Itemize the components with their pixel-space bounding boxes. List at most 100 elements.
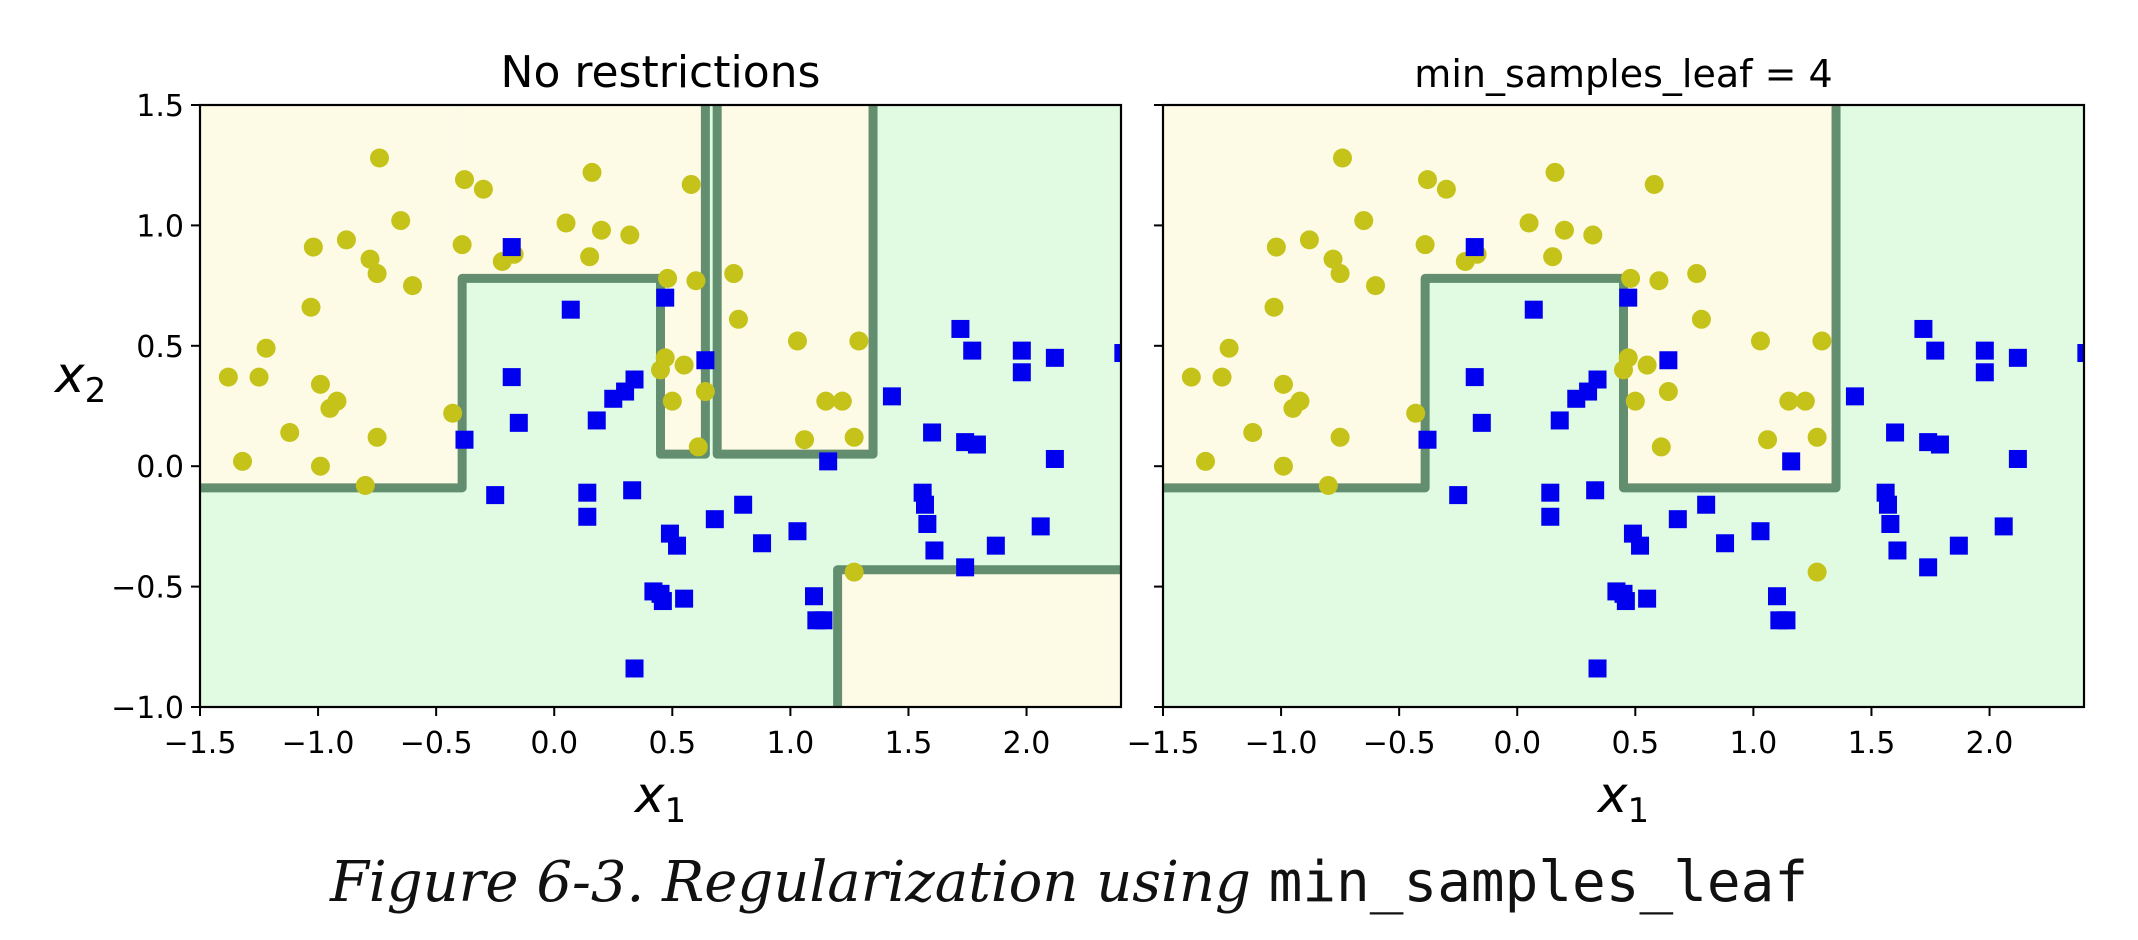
right-yellow-point-17: [1354, 211, 1374, 231]
right-blue-point-44: [1994, 517, 2013, 536]
left-yellow-point-39: [724, 264, 744, 284]
left-blue-point-40: [967, 435, 986, 454]
left-yellow-point-26: [580, 247, 600, 267]
left-yellow-point-13: [367, 264, 387, 284]
right-blue-point-3: [1465, 368, 1484, 387]
right-blue-point-46: [2008, 449, 2027, 468]
left-blue-point-28: [814, 611, 833, 630]
left-ytick-label-0: −1.0: [111, 691, 184, 726]
right-yellow-point-38: [1658, 382, 1678, 402]
right-xtick-label-7: 2.0: [1966, 726, 2014, 761]
right-blue-point-0: [1418, 430, 1437, 449]
right-blue-point-11: [1588, 370, 1607, 389]
left-blue-point-35: [925, 541, 944, 560]
left-blue-point-17: [656, 288, 675, 307]
right-xtick-label-1: −1.0: [1245, 726, 1318, 761]
right-blue-point-19: [1631, 536, 1650, 555]
right-yellow-point-32: [1621, 268, 1641, 288]
right-yellow-point-4: [1243, 422, 1263, 442]
left-yellow-point-22: [473, 179, 493, 199]
right-yellow-point-43: [1779, 391, 1799, 411]
left-xtick-label-7: 2.0: [1003, 726, 1051, 761]
right-yellow-point-37: [1651, 437, 1671, 457]
left-blue-point-1: [486, 486, 505, 505]
left-yellow-point-5: [303, 237, 323, 257]
left-yellow-point-36: [686, 271, 706, 291]
right-plot-title: min_samples_leaf = 4: [1414, 52, 1832, 96]
right-blue-point-20: [1638, 589, 1657, 608]
left-yellow-point-41: [787, 331, 807, 351]
right-plot-panel: −1.5 −1.0 −0.5 0.0 0.5 1.0 1.5 2.0 min_samples_…: [1127, 52, 2086, 831]
right-yellow-point-25: [1519, 213, 1539, 233]
right-blue-point-42: [1975, 341, 1994, 360]
right-yellow-point-13: [1330, 264, 1350, 284]
left-blue-point-13: [625, 659, 644, 678]
right-yellow-point-46: [1812, 331, 1832, 351]
right-yellow-point-35: [1644, 174, 1664, 194]
left-yellow-point-14: [367, 427, 387, 447]
right-yellow-point-1: [1212, 367, 1232, 387]
right-yellow-point-14: [1330, 427, 1350, 447]
left-region-0: [200, 105, 463, 488]
right-blue-point-30: [1845, 387, 1864, 406]
right-blue-point-33: [1881, 514, 1900, 533]
left-blue-point-33: [918, 514, 937, 533]
left-yellow-point-45: [844, 427, 864, 447]
left-xtick-label-0: −1.5: [164, 726, 237, 761]
right-blue-point-28: [1777, 611, 1796, 630]
left-yellow-point-47: [844, 562, 864, 582]
right-region-2: [1623, 105, 1837, 488]
left-blue-point-16: [653, 592, 672, 611]
left-blue-point-39: [963, 341, 982, 360]
right-yellow-point-8: [1273, 456, 1293, 476]
figure-canvas: −1.5 −1.0 −0.5 0.0 0.5 1.0 1.5 2.0−1.0−0.50.00.…: [53, 47, 2086, 831]
right-blue-point-40: [1930, 435, 1949, 454]
right-region-0: [1163, 105, 1426, 488]
right-blue-point-22: [1668, 510, 1687, 529]
left-yellow-point-10: [327, 391, 347, 411]
left-yellow-point-8: [310, 456, 330, 476]
right-blue-point-34: [1886, 423, 1905, 442]
left-blue-point-5: [561, 300, 580, 319]
left-blue-point-2: [502, 238, 521, 257]
right-blue-point-2: [1465, 238, 1484, 257]
right-plot-frame: [1161, 103, 2086, 709]
left-blue-point-29: [819, 452, 838, 471]
left-blue-point-8: [587, 411, 606, 430]
caption-text: Figure 6-3. Regularization using: [329, 850, 1269, 915]
right-yellow-point-45: [1807, 427, 1827, 447]
left-xtick-label-1: −1.0: [282, 726, 355, 761]
left-xtick-label-3: 0.0: [530, 726, 578, 761]
right-yellow-point-11: [1299, 230, 1319, 250]
left-blue-point-26: [805, 587, 823, 606]
left-blue-point-7: [578, 507, 597, 526]
left-yellow-point-21: [452, 235, 472, 255]
left-xtick-label-4: 0.5: [648, 726, 696, 761]
left-blue-point-32: [915, 495, 934, 514]
figure-caption: Figure 6-3. Regularization using min_sam…: [0, 850, 2138, 915]
right-plot-points: [1181, 148, 2084, 678]
left-yellow-point-6: [301, 297, 321, 317]
right-yellow-point-15: [1332, 148, 1352, 168]
left-yellow-point-12: [360, 249, 380, 269]
right-xtick-label-6: 1.5: [1848, 726, 1896, 761]
right-yellow-point-22: [1436, 179, 1456, 199]
right-yellow-point-36: [1649, 271, 1669, 291]
left-blue-point-46: [1045, 449, 1064, 468]
right-region-1: [1425, 105, 1624, 279]
left-yellow-point-29: [620, 225, 640, 245]
right-yellow-point-40: [1691, 309, 1711, 329]
right-blue-point-45: [2008, 348, 2027, 367]
left-blue-point-43: [1012, 363, 1031, 382]
left-yellow-point-11: [336, 230, 356, 250]
left-blue-point-47: [1114, 344, 1121, 363]
left-blue-point-4: [509, 413, 528, 432]
right-yellow-point-28: [1554, 220, 1574, 240]
right-yellow-point-21: [1415, 235, 1435, 255]
right-yellow-point-42: [1758, 430, 1778, 450]
right-blue-point-35: [1888, 541, 1907, 560]
right-blue-point-43: [1975, 363, 1994, 382]
right-blue-point-36: [1914, 319, 1933, 338]
left-xtick-label-2: −0.5: [400, 726, 473, 761]
left-yellow-point-19: [443, 403, 463, 423]
